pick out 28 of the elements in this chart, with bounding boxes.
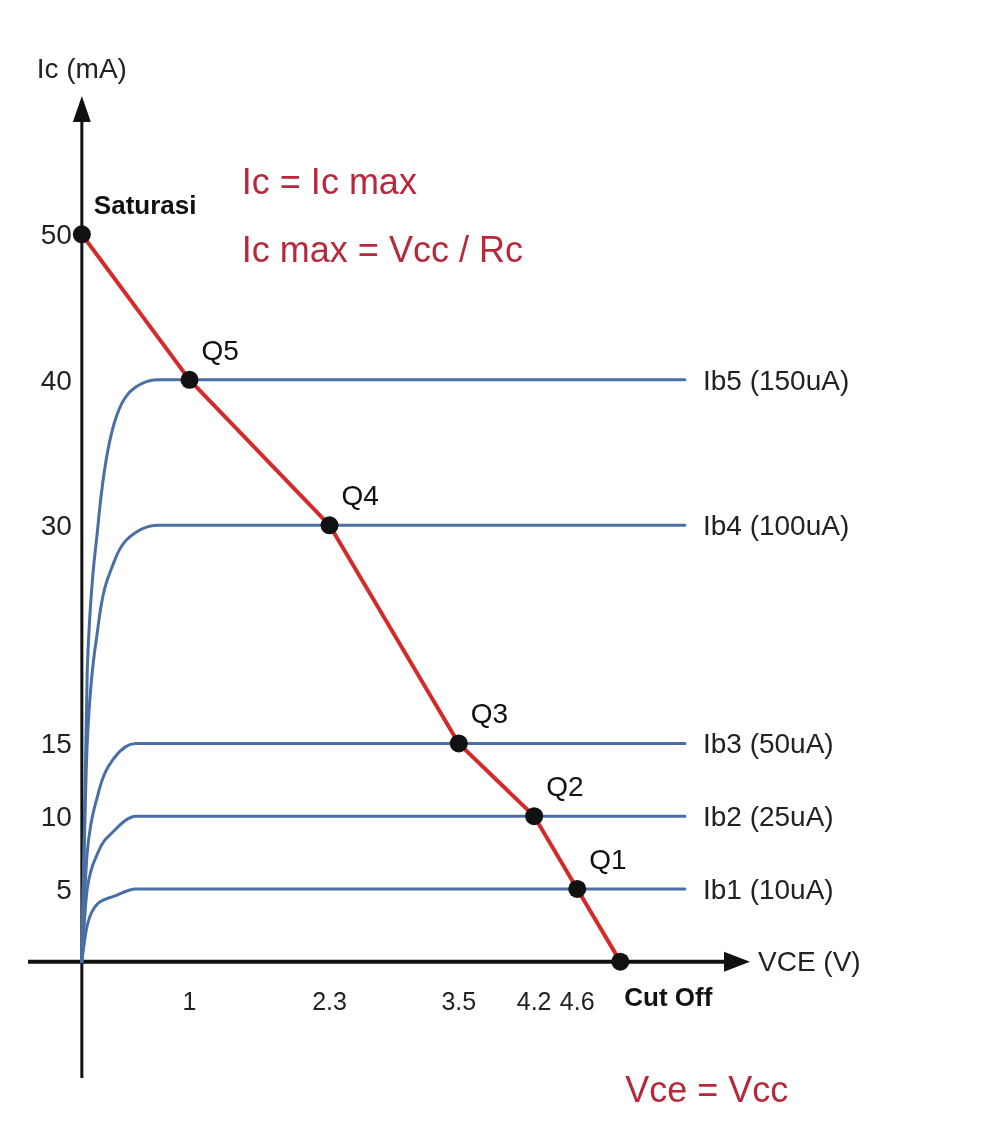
series-label: Ib2 (25uA) (702, 800, 834, 832)
x-tick-label: 4.2 (516, 986, 552, 1015)
annotation: Q4 (341, 480, 379, 512)
y-tick-label: 40 (40, 364, 72, 396)
annotation: Q5 (201, 334, 239, 366)
x-tick-label: 2.3 (312, 986, 347, 1015)
y-tick-label: 30 (40, 510, 72, 542)
series-label: Ib3 (50uA) (702, 728, 834, 760)
annotation: Ic max = Vcc / Rc (241, 229, 523, 271)
annotation: Q1 (589, 843, 627, 875)
y-tick-label: 50 (40, 219, 72, 251)
series-label: Ib1 (10uA) (702, 873, 834, 905)
y-axis-title: Ic (mA) (36, 53, 127, 84)
annotation: Ic = Ic max (241, 161, 417, 203)
annotation: Cut Off (624, 981, 713, 1012)
x-axis-title: VCE (V) (758, 946, 861, 978)
x-tick-label: 4.6 (559, 986, 595, 1015)
series-label: Ib5 (150uA) (702, 364, 850, 396)
annotation: Q3 (470, 698, 509, 730)
series-label: Ib4 (100uA) (702, 510, 850, 542)
annotation: Saturasi (93, 190, 197, 221)
x-tick-label: 3.5 (441, 986, 477, 1015)
y-tick-label: 15 (40, 728, 72, 760)
y-tick-label: 5 (56, 873, 72, 905)
annotation: Q2 (546, 771, 584, 803)
y-tick-label: 10 (40, 800, 72, 832)
annotation: Vce = Vcc (625, 1068, 789, 1110)
x-tick-label: 1 (182, 986, 197, 1015)
